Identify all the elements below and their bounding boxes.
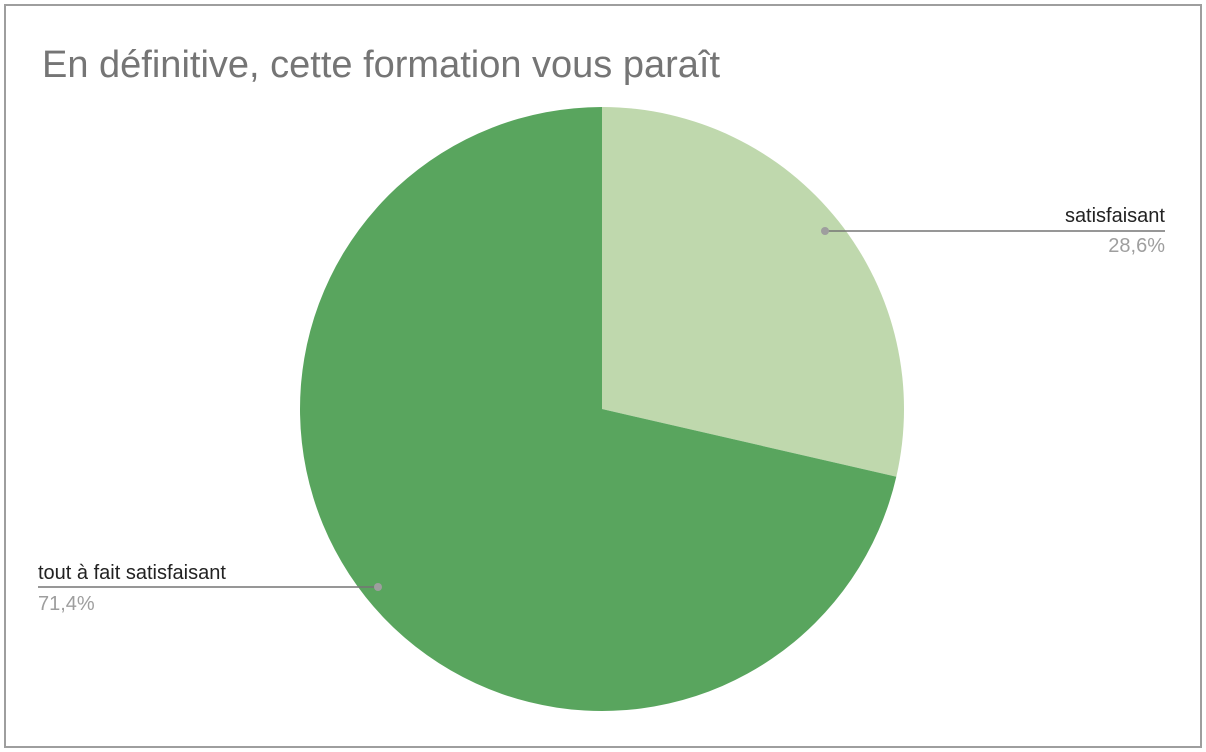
slice-label: tout à fait satisfaisant xyxy=(38,562,226,584)
leader-dot xyxy=(821,227,829,235)
chart-title: En définitive, cette formation vous para… xyxy=(42,44,721,86)
slice-percent-label: 71,4% xyxy=(38,593,95,615)
leader-dot xyxy=(374,583,382,591)
pie-slice xyxy=(300,107,897,711)
slice-percent-label: 28,6% xyxy=(1108,235,1165,257)
pie-slice xyxy=(602,107,905,477)
slice-label: satisfaisant xyxy=(1065,205,1165,227)
